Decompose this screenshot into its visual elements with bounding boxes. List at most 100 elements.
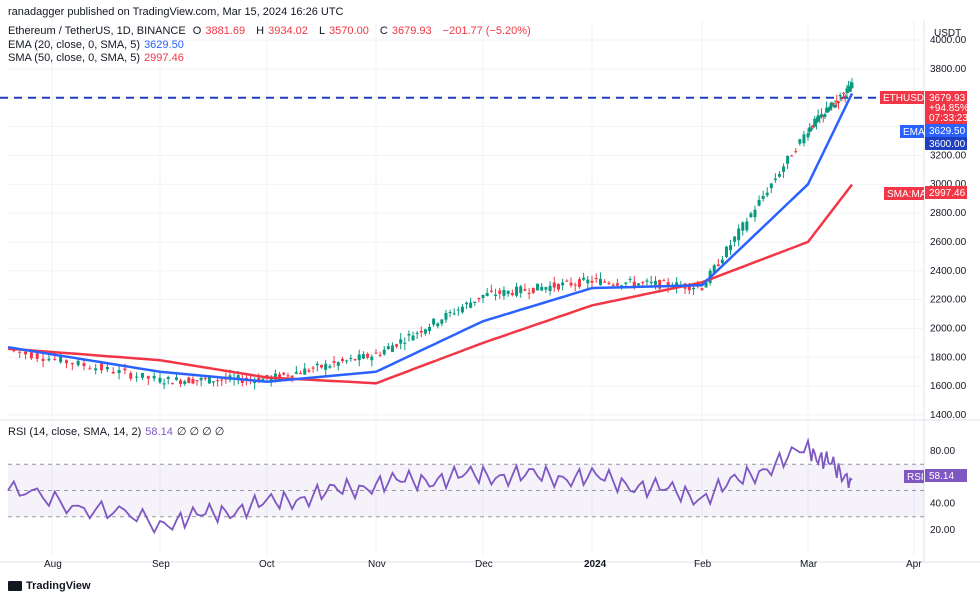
rsi-tick-label: 80.00: [930, 446, 955, 457]
open-value: 3881.69: [205, 25, 246, 37]
sma-legend[interactable]: SMA (50, close, 0, SMA, 5) 2997.46: [8, 52, 184, 64]
symbol-badge: ETHUSDT: [883, 93, 930, 104]
candle-body: [641, 282, 645, 284]
candle-body: [716, 264, 720, 267]
candle-body: [290, 375, 294, 378]
candle-body: [349, 357, 353, 359]
candle-body: [324, 363, 328, 370]
candle-body: [843, 95, 847, 97]
candle-body: [809, 128, 813, 131]
candle-body: [440, 319, 444, 324]
time-tick-label: Mar: [800, 559, 818, 570]
pct-badge: +94.85%: [929, 103, 969, 114]
candle-body: [821, 115, 825, 117]
symbol-badge-bg: [880, 91, 924, 104]
candle-body: [399, 339, 403, 344]
candle-body: [658, 280, 662, 289]
candle-body: [811, 125, 815, 128]
candle-body: [527, 292, 531, 294]
candle-body: [842, 92, 846, 94]
tradingview-brand[interactable]: TradingView: [8, 580, 91, 592]
rsi-tick-label: 40.00: [930, 499, 955, 510]
candle-body: [382, 349, 386, 355]
candle-body: [790, 155, 794, 157]
candle-body: [469, 302, 473, 308]
price-tick-label: 3000.00: [930, 179, 967, 190]
candle-body: [59, 356, 63, 363]
candle-body: [336, 362, 340, 366]
ema-name-badge: EMA: [903, 127, 925, 138]
price-tick-label: 1800.00: [930, 352, 967, 363]
candle-body: [632, 281, 636, 287]
time-tick-label: Feb: [694, 559, 712, 570]
close-value: 3679.93: [391, 25, 432, 37]
rsi-pane: [7, 437, 924, 535]
candle-body: [586, 279, 590, 284]
candle-body: [569, 282, 573, 286]
sma-badge-bg: [925, 186, 967, 199]
candle-body: [840, 98, 844, 100]
candle-body: [320, 365, 323, 368]
candle-body: [407, 334, 411, 336]
candle-body: [174, 377, 178, 380]
candle-body: [624, 282, 628, 284]
rsi-legend[interactable]: RSI (14, close, SMA, 14, 2) 58.14 ∅ ∅ ∅ ∅: [8, 426, 225, 438]
candle-body: [515, 286, 519, 296]
candle-body: [24, 351, 28, 355]
time-tick-label: Aug: [44, 559, 62, 570]
candle-body: [332, 361, 336, 363]
candle-body: [432, 318, 436, 325]
candle-body: [826, 109, 830, 112]
price-tick-label: 2400.00: [930, 266, 967, 277]
candle-body: [94, 368, 98, 371]
candle-body: [423, 329, 427, 334]
candle-body: [135, 376, 139, 378]
candle-body: [303, 368, 307, 375]
candle-body: [18, 351, 22, 353]
candle-body: [419, 330, 423, 333]
candle-body: [769, 183, 773, 189]
candle-body: [733, 236, 737, 242]
candle-body: [374, 352, 378, 354]
candle-body: [802, 134, 806, 144]
sma-name-badge: SMA:MA: [887, 189, 927, 200]
candle-body: [818, 116, 822, 118]
candle-body: [299, 373, 303, 375]
publisher-note: ranadagger published on TradingView.com,…: [8, 6, 344, 18]
ema-line: [7, 92, 854, 384]
countdown-badge: 07:33:23: [929, 113, 968, 124]
change-value: −201.77 (−5.20%): [442, 25, 531, 37]
candle-body: [170, 383, 174, 385]
candle-body: [836, 101, 840, 104]
candle-body: [637, 283, 641, 286]
time-tick-label: Oct: [259, 559, 275, 570]
candle-body: [477, 297, 481, 300]
rsi-tick-label: 20.00: [930, 525, 955, 536]
symbol-title[interactable]: Ethereum / TetherUS, 1D, BINANCE: [8, 25, 186, 37]
price-tick-label: 1600.00: [930, 381, 967, 392]
rsi-series: [7, 437, 853, 535]
candle-body: [307, 370, 311, 372]
candle-body: [687, 284, 691, 291]
rsi-badge-bg: [925, 469, 967, 482]
candle-body: [510, 292, 514, 295]
candle-body: [757, 199, 761, 206]
candle-body: [565, 280, 569, 282]
ema-series: [7, 92, 854, 384]
candle-body: [607, 282, 611, 284]
candle-body: [403, 342, 407, 344]
candle-body: [712, 265, 716, 274]
candles: [12, 78, 854, 390]
candle-body: [573, 284, 577, 286]
candle-body: [692, 287, 696, 290]
ema-legend[interactable]: EMA (20, close, 0, SMA, 5) 3629.50: [8, 39, 184, 51]
candle-body: [448, 311, 452, 313]
candle-body: [481, 294, 485, 299]
time-tick-label: Sep: [152, 559, 170, 570]
candle-body: [594, 277, 598, 279]
candle-body: [845, 88, 849, 94]
candle-body: [460, 306, 464, 313]
candle-body: [745, 221, 749, 231]
